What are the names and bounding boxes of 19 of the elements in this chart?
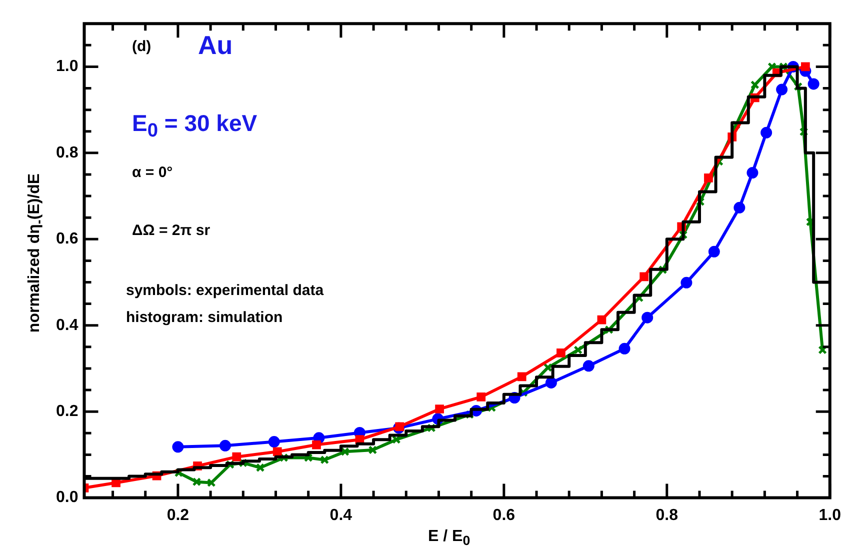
annotation: histogram: simulation xyxy=(126,309,283,326)
annotation: Au xyxy=(198,30,233,61)
annotation: α = 0° xyxy=(132,164,173,181)
annotation: symbols: experimental data xyxy=(126,282,324,299)
x-tick-label: 0.2 xyxy=(166,506,190,524)
y-tick-label: 1.0 xyxy=(56,58,78,76)
y-tick-label: 0.0 xyxy=(56,489,78,506)
y-tick-label: 0.8 xyxy=(56,144,78,162)
y-tick-label: 0.2 xyxy=(56,402,78,420)
x-tick-label: 0.8 xyxy=(656,506,678,524)
y-tick-label: 0.6 xyxy=(56,230,78,248)
annotation: E$_{0}$ = 30 keV xyxy=(132,110,258,143)
x-tick-label: 1.0 xyxy=(818,506,842,524)
y-tick-label: 0.4 xyxy=(56,316,78,334)
annotation: ΔΩ = 2π sr xyxy=(132,222,210,239)
x-axis-title: E / E$_{0}$ xyxy=(428,528,470,548)
annotation: (d) xyxy=(132,38,152,55)
x-tick-label: 0.6 xyxy=(492,506,516,524)
x-tick-label: 0.4 xyxy=(330,506,352,524)
